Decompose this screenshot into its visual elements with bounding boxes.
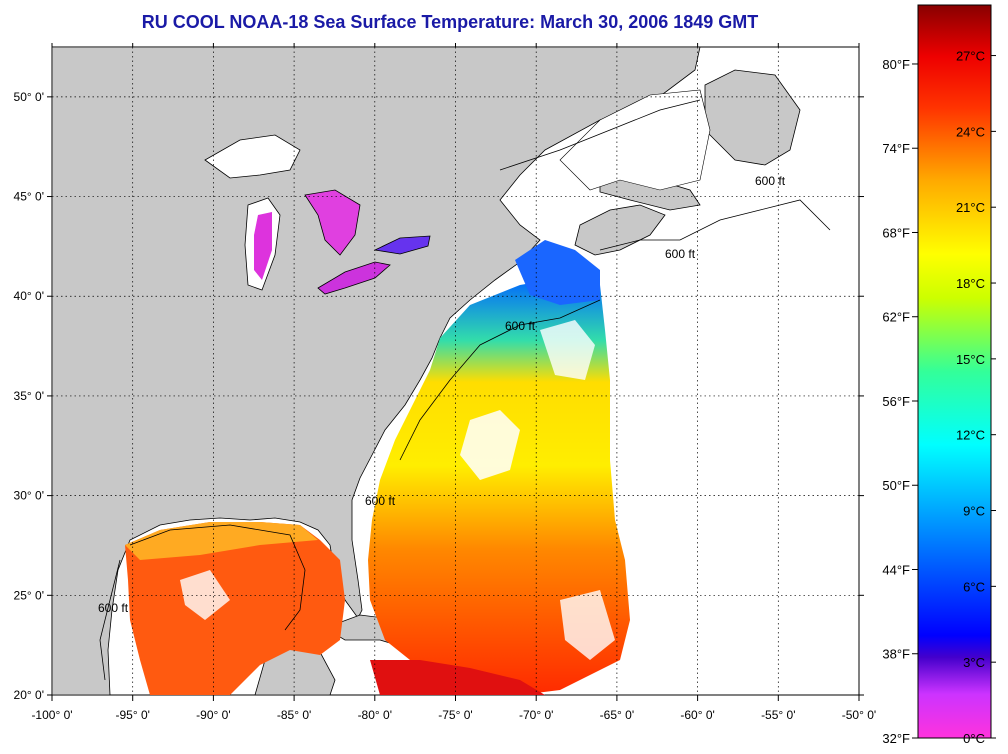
colorbar-c-label: 18°C xyxy=(956,276,985,291)
colorbar-c-label: 3°C xyxy=(963,655,985,670)
water-st-lawrence xyxy=(559,89,711,191)
lon-tick-label: -75° 0' xyxy=(438,708,472,722)
lon-tick-label: -100° 0' xyxy=(31,708,72,722)
contour-label: 600 ft xyxy=(755,174,786,188)
contour-label: 600 ft xyxy=(665,247,696,261)
colorbar-f-label: 50°F xyxy=(882,478,910,493)
cloud-gap xyxy=(560,590,615,660)
colorbar-f-label: 32°F xyxy=(882,731,910,746)
longitude-axis: -100° 0' -95° 0' -90° 0' -85° 0' -80° 0' -75°… xyxy=(31,43,876,722)
colorbar-f-label: 80°F xyxy=(882,57,910,72)
contour-label: 600 ft xyxy=(365,494,396,508)
lon-tick-label: -80° 0' xyxy=(358,708,392,722)
colorbar-c-label: 21°C xyxy=(956,200,985,215)
colorbar-celsius-scale: 0°C 3°C 6°C 9°C 12°C 15°C 18°C 21°C 24°C 27°C xyxy=(956,49,996,746)
lat-tick-label: 20° 0' xyxy=(14,688,44,702)
lat-tick-label: 35° 0' xyxy=(14,389,44,403)
land-nova-scotia xyxy=(574,204,666,256)
contour-label: 600 ft xyxy=(505,319,536,333)
colorbar-f-label: 44°F xyxy=(882,562,910,577)
colorbar-f-label: 68°F xyxy=(882,225,910,240)
cloud-gap xyxy=(460,410,520,480)
colorbar-f-label: 62°F xyxy=(882,310,910,325)
lat-tick-label: 30° 0' xyxy=(14,489,44,503)
colorbar-c-label: 27°C xyxy=(956,49,985,64)
colorbar-f-label: 38°F xyxy=(882,647,910,662)
colorbar-c-label: 15°C xyxy=(956,352,985,367)
lon-tick-label: -70° 0' xyxy=(519,708,553,722)
colorbar-f-label: 56°F xyxy=(882,394,910,409)
sst-caribbean xyxy=(370,660,545,695)
colorbar-c-label: 0°C xyxy=(963,731,985,746)
cloud-gap xyxy=(540,320,595,380)
lon-tick-label: -95° 0' xyxy=(115,708,149,722)
colorbar-c-label: 9°C xyxy=(963,504,985,519)
contour-label: 600 ft xyxy=(98,601,129,615)
lon-tick-label: -65° 0' xyxy=(600,708,634,722)
lon-tick-label: -85° 0' xyxy=(277,708,311,722)
latitude-axis: 20° 0' 25° 0' 30° 0' 35° 0' 40° 0' 45° 0' 50° … xyxy=(14,90,864,702)
colorbar xyxy=(917,4,992,739)
lon-tick-label: -50° 0' xyxy=(842,708,876,722)
lake-huron xyxy=(304,189,361,256)
lake-superior xyxy=(204,134,301,179)
depth-contour-600ft xyxy=(99,99,831,681)
land-newfoundland xyxy=(704,69,801,166)
lat-tick-label: 40° 0' xyxy=(14,289,44,303)
sst-gulf-of-mexico xyxy=(125,522,345,695)
lake-ontario xyxy=(373,235,431,255)
lon-tick-label: -60° 0' xyxy=(680,708,714,722)
land-north-america xyxy=(52,47,701,695)
graticule xyxy=(52,47,859,695)
lat-tick-label: 45° 0' xyxy=(14,190,44,204)
sst-atlantic xyxy=(368,278,630,695)
map-title: RU COOL NOAA-18 Sea Surface Temperature:… xyxy=(141,12,759,32)
colorbar-c-label: 24°C xyxy=(956,124,985,139)
lake-erie xyxy=(317,261,391,295)
colorbar-f-label: 74°F xyxy=(882,141,910,156)
lake-michigan-sst xyxy=(254,212,272,280)
colorbar-fahrenheit-scale: 32°F 38°F 44°F 50°F 56°F 62°F 68°F 74°F 80°F xyxy=(882,57,918,746)
lat-tick-label: 50° 0' xyxy=(14,90,44,104)
lon-tick-label: -55° 0' xyxy=(761,708,795,722)
lon-tick-label: -90° 0' xyxy=(196,708,230,722)
colorbar-c-label: 6°C xyxy=(963,579,985,594)
sst-gulf-of-maine xyxy=(515,240,600,305)
lat-tick-label: 25° 0' xyxy=(14,588,44,602)
colorbar-c-label: 12°C xyxy=(956,428,985,443)
